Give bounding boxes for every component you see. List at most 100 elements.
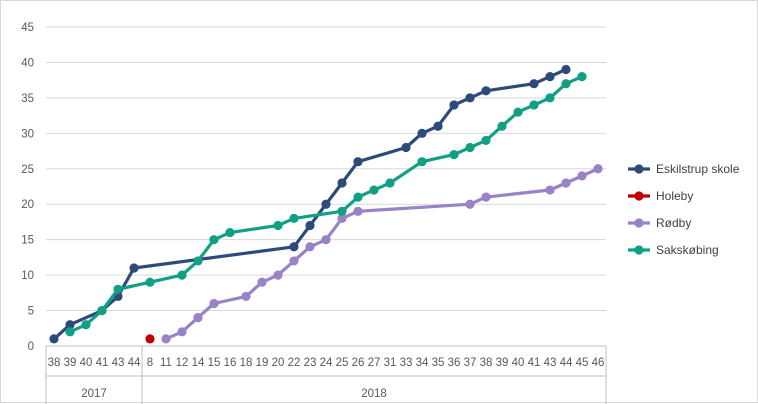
data-point [145, 334, 155, 344]
data-point [273, 270, 283, 280]
x-tick-label: 43 [544, 357, 557, 369]
y-tick-label: 35 [21, 93, 34, 105]
data-point [497, 121, 507, 131]
gridlines [46, 26, 606, 347]
x-tick-label: 23 [304, 357, 317, 369]
y-tick-label: 45 [21, 22, 34, 34]
legend-marker [634, 245, 644, 255]
x-tick-label: 44 [560, 357, 573, 369]
data-point [353, 206, 363, 216]
data-point [305, 242, 315, 252]
x-tick-label: 19 [256, 357, 269, 369]
x-tick-label: 36 [448, 357, 461, 369]
x-tick-label: 44 [128, 357, 141, 369]
x-tick-label: 20 [272, 357, 285, 369]
data-point [273, 220, 283, 231]
y-tick-label: 0 [28, 341, 34, 353]
data-point [401, 142, 411, 153]
data-point [321, 199, 331, 209]
data-point [529, 79, 539, 89]
x-tick-label: 40 [512, 357, 525, 369]
x-tick-label: 38 [480, 357, 493, 369]
data-point [321, 235, 331, 245]
data-point [193, 256, 203, 266]
data-point [177, 270, 187, 280]
x-tick-label: 45 [576, 357, 589, 369]
data-point [561, 178, 571, 188]
data-point [97, 305, 107, 316]
data-point [465, 199, 475, 209]
x-tick-label: 24 [320, 357, 333, 369]
y-tick-label: 25 [21, 164, 34, 176]
data-point [225, 227, 235, 238]
x-tick-label: 8 [147, 357, 153, 369]
legend-marker [634, 164, 644, 174]
x-tick-label: 39 [496, 357, 509, 369]
data-point [353, 157, 363, 167]
data-point [209, 298, 219, 309]
legend-label: Eskilstrup skole [656, 162, 740, 176]
y-axis: 0 5 10 15 20 25 30 35 40 45 [21, 22, 34, 353]
data-point [161, 334, 171, 344]
y-tick-label: 5 [28, 306, 34, 318]
y-tick-label: 20 [21, 199, 34, 211]
data-point [513, 107, 523, 117]
data-point [337, 206, 347, 216]
x-tick-label: 43 [112, 357, 125, 369]
x-tick-label: 14 [192, 357, 205, 369]
series-lines [49, 64, 603, 344]
x-tick-label: 26 [352, 357, 365, 369]
data-point [241, 291, 251, 301]
data-point [337, 178, 347, 188]
x-tick-label: 15 [208, 357, 221, 369]
x-tick-label: 40 [80, 357, 93, 369]
data-point [545, 185, 555, 195]
legend-marker [634, 218, 644, 228]
year-group-label: 2018 [361, 388, 387, 400]
x-tick-label: 18 [240, 357, 253, 369]
x-tick-label: 31 [384, 357, 397, 369]
x-tick-label: 35 [432, 357, 445, 369]
x-tick-label: 16 [224, 357, 237, 369]
data-point [305, 220, 315, 231]
data-point [577, 72, 587, 82]
data-point [113, 284, 123, 294]
data-point [593, 164, 603, 174]
x-tick-label: 25 [336, 357, 349, 369]
x-tick-label: 34 [416, 357, 429, 369]
data-point [449, 150, 459, 160]
data-point [385, 178, 395, 188]
data-point [289, 256, 299, 266]
x-tick-label: 37 [464, 357, 477, 369]
y-tick-label: 10 [21, 270, 34, 282]
data-point [561, 64, 571, 75]
data-point [561, 79, 571, 89]
data-point [353, 192, 363, 202]
x-tick-label: 12 [176, 357, 189, 369]
x-tick-label: 27 [368, 357, 381, 369]
data-point [193, 313, 203, 323]
legend: Eskilstrup skole Holeby Rødby Sakskøbing [628, 162, 740, 257]
data-point [529, 100, 539, 110]
data-point [81, 320, 91, 330]
data-point [369, 185, 379, 195]
x-tick-label: 41 [528, 357, 541, 369]
data-point [289, 213, 299, 223]
y-tick-label: 30 [21, 128, 34, 140]
y-tick-label: 15 [21, 235, 34, 247]
x-axis: 38 39 40 41 43 44 8 11 12 14 15 16 18 19 20 22 23 24 25 26 2… [45, 345, 607, 404]
data-point [481, 192, 491, 202]
legend-label: Sakskøbing [656, 243, 719, 257]
legend-label: Rødby [656, 216, 691, 230]
x-tick-label: 46 [592, 357, 605, 369]
x-tick-label: 11 [160, 357, 172, 369]
data-point [289, 242, 299, 252]
data-point [545, 93, 555, 103]
data-point [481, 86, 491, 96]
y-tick-label: 40 [21, 57, 34, 69]
data-point [145, 277, 155, 287]
data-point [545, 72, 555, 82]
x-tick-label: 33 [400, 357, 413, 369]
data-point [449, 100, 459, 110]
x-tick-label: 41 [96, 357, 109, 369]
